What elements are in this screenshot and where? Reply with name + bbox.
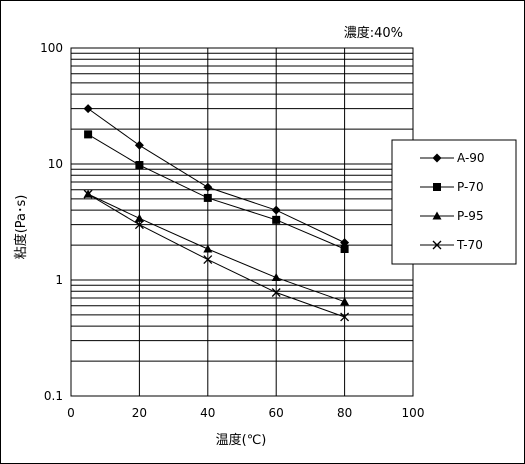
- y-tick-label: 10: [48, 157, 63, 171]
- data-point-t-70: [271, 288, 281, 297]
- x-marker-stroke: [340, 312, 350, 322]
- legend-marker-a-90: [432, 153, 442, 163]
- legend-marker-p-70: [433, 183, 441, 191]
- x-tick-label: 40: [200, 406, 215, 420]
- legend-label-p-95: P-95: [457, 209, 484, 223]
- y-axis-label: 粘度(Pa･s): [13, 195, 29, 260]
- x-tick-label: 20: [132, 406, 147, 420]
- legend-label-t-70: T-70: [456, 238, 483, 252]
- data-point-a-90: [203, 182, 213, 192]
- data-point-p-70: [203, 193, 212, 202]
- series-p-95: [83, 189, 350, 306]
- data-point-t-70: [134, 220, 144, 230]
- concentration-annotation: 濃度:40%: [344, 25, 403, 41]
- x-marker-stroke: [203, 255, 213, 265]
- x-marker-stroke: [134, 220, 144, 230]
- data-point-a-90: [134, 140, 144, 150]
- data-point-a-90: [271, 205, 281, 215]
- y-tick-label: 1: [55, 273, 63, 287]
- plot-area: [70, 47, 414, 397]
- data-point-p-70: [272, 215, 281, 224]
- series-layer: [83, 104, 350, 322]
- legend: A-90 P-70 P-95 T-70: [391, 139, 517, 265]
- data-point-p-95: [134, 213, 144, 222]
- x-tick-label: 100: [402, 406, 425, 420]
- grid-lines: [70, 48, 414, 397]
- data-point-p-70: [340, 245, 349, 254]
- data-point-t-70: [83, 189, 93, 199]
- legend-label-p-70: P-70: [457, 180, 484, 194]
- y-tick-label: 0.1: [44, 389, 63, 403]
- x-tick-label: 60: [269, 406, 284, 420]
- x-marker-stroke: [271, 288, 281, 297]
- x-axis-label: 温度(℃): [216, 432, 267, 448]
- x-tick-label: 0: [67, 406, 75, 420]
- series-p-70: [84, 130, 349, 254]
- x-marker-stroke: [83, 189, 93, 199]
- legend-marker-p-95: [432, 211, 442, 220]
- data-point-p-95: [203, 244, 213, 253]
- series-t-70: [83, 189, 350, 322]
- data-point-t-70: [203, 255, 213, 265]
- data-point-a-90: [83, 104, 93, 114]
- data-point-p-70: [135, 161, 144, 170]
- legend-label-a-90: A-90: [457, 151, 485, 165]
- data-point-p-95: [340, 297, 350, 306]
- data-point-t-70: [340, 312, 350, 322]
- legend-box: [391, 139, 517, 265]
- x-tick-label: 80: [337, 406, 352, 420]
- legend-marker-t-70: [432, 240, 442, 250]
- series-line-p-70: [87, 133, 345, 250]
- data-point-a-90: [340, 238, 350, 248]
- data-point-p-70: [84, 130, 93, 139]
- series-a-90: [83, 104, 350, 248]
- y-tick-label: 100: [40, 41, 63, 55]
- data-point-p-95: [271, 273, 281, 282]
- x-marker-stroke: [432, 240, 442, 250]
- tick-labels: 0 20 40 60 80 100 0.1 1 10 100: [40, 41, 424, 420]
